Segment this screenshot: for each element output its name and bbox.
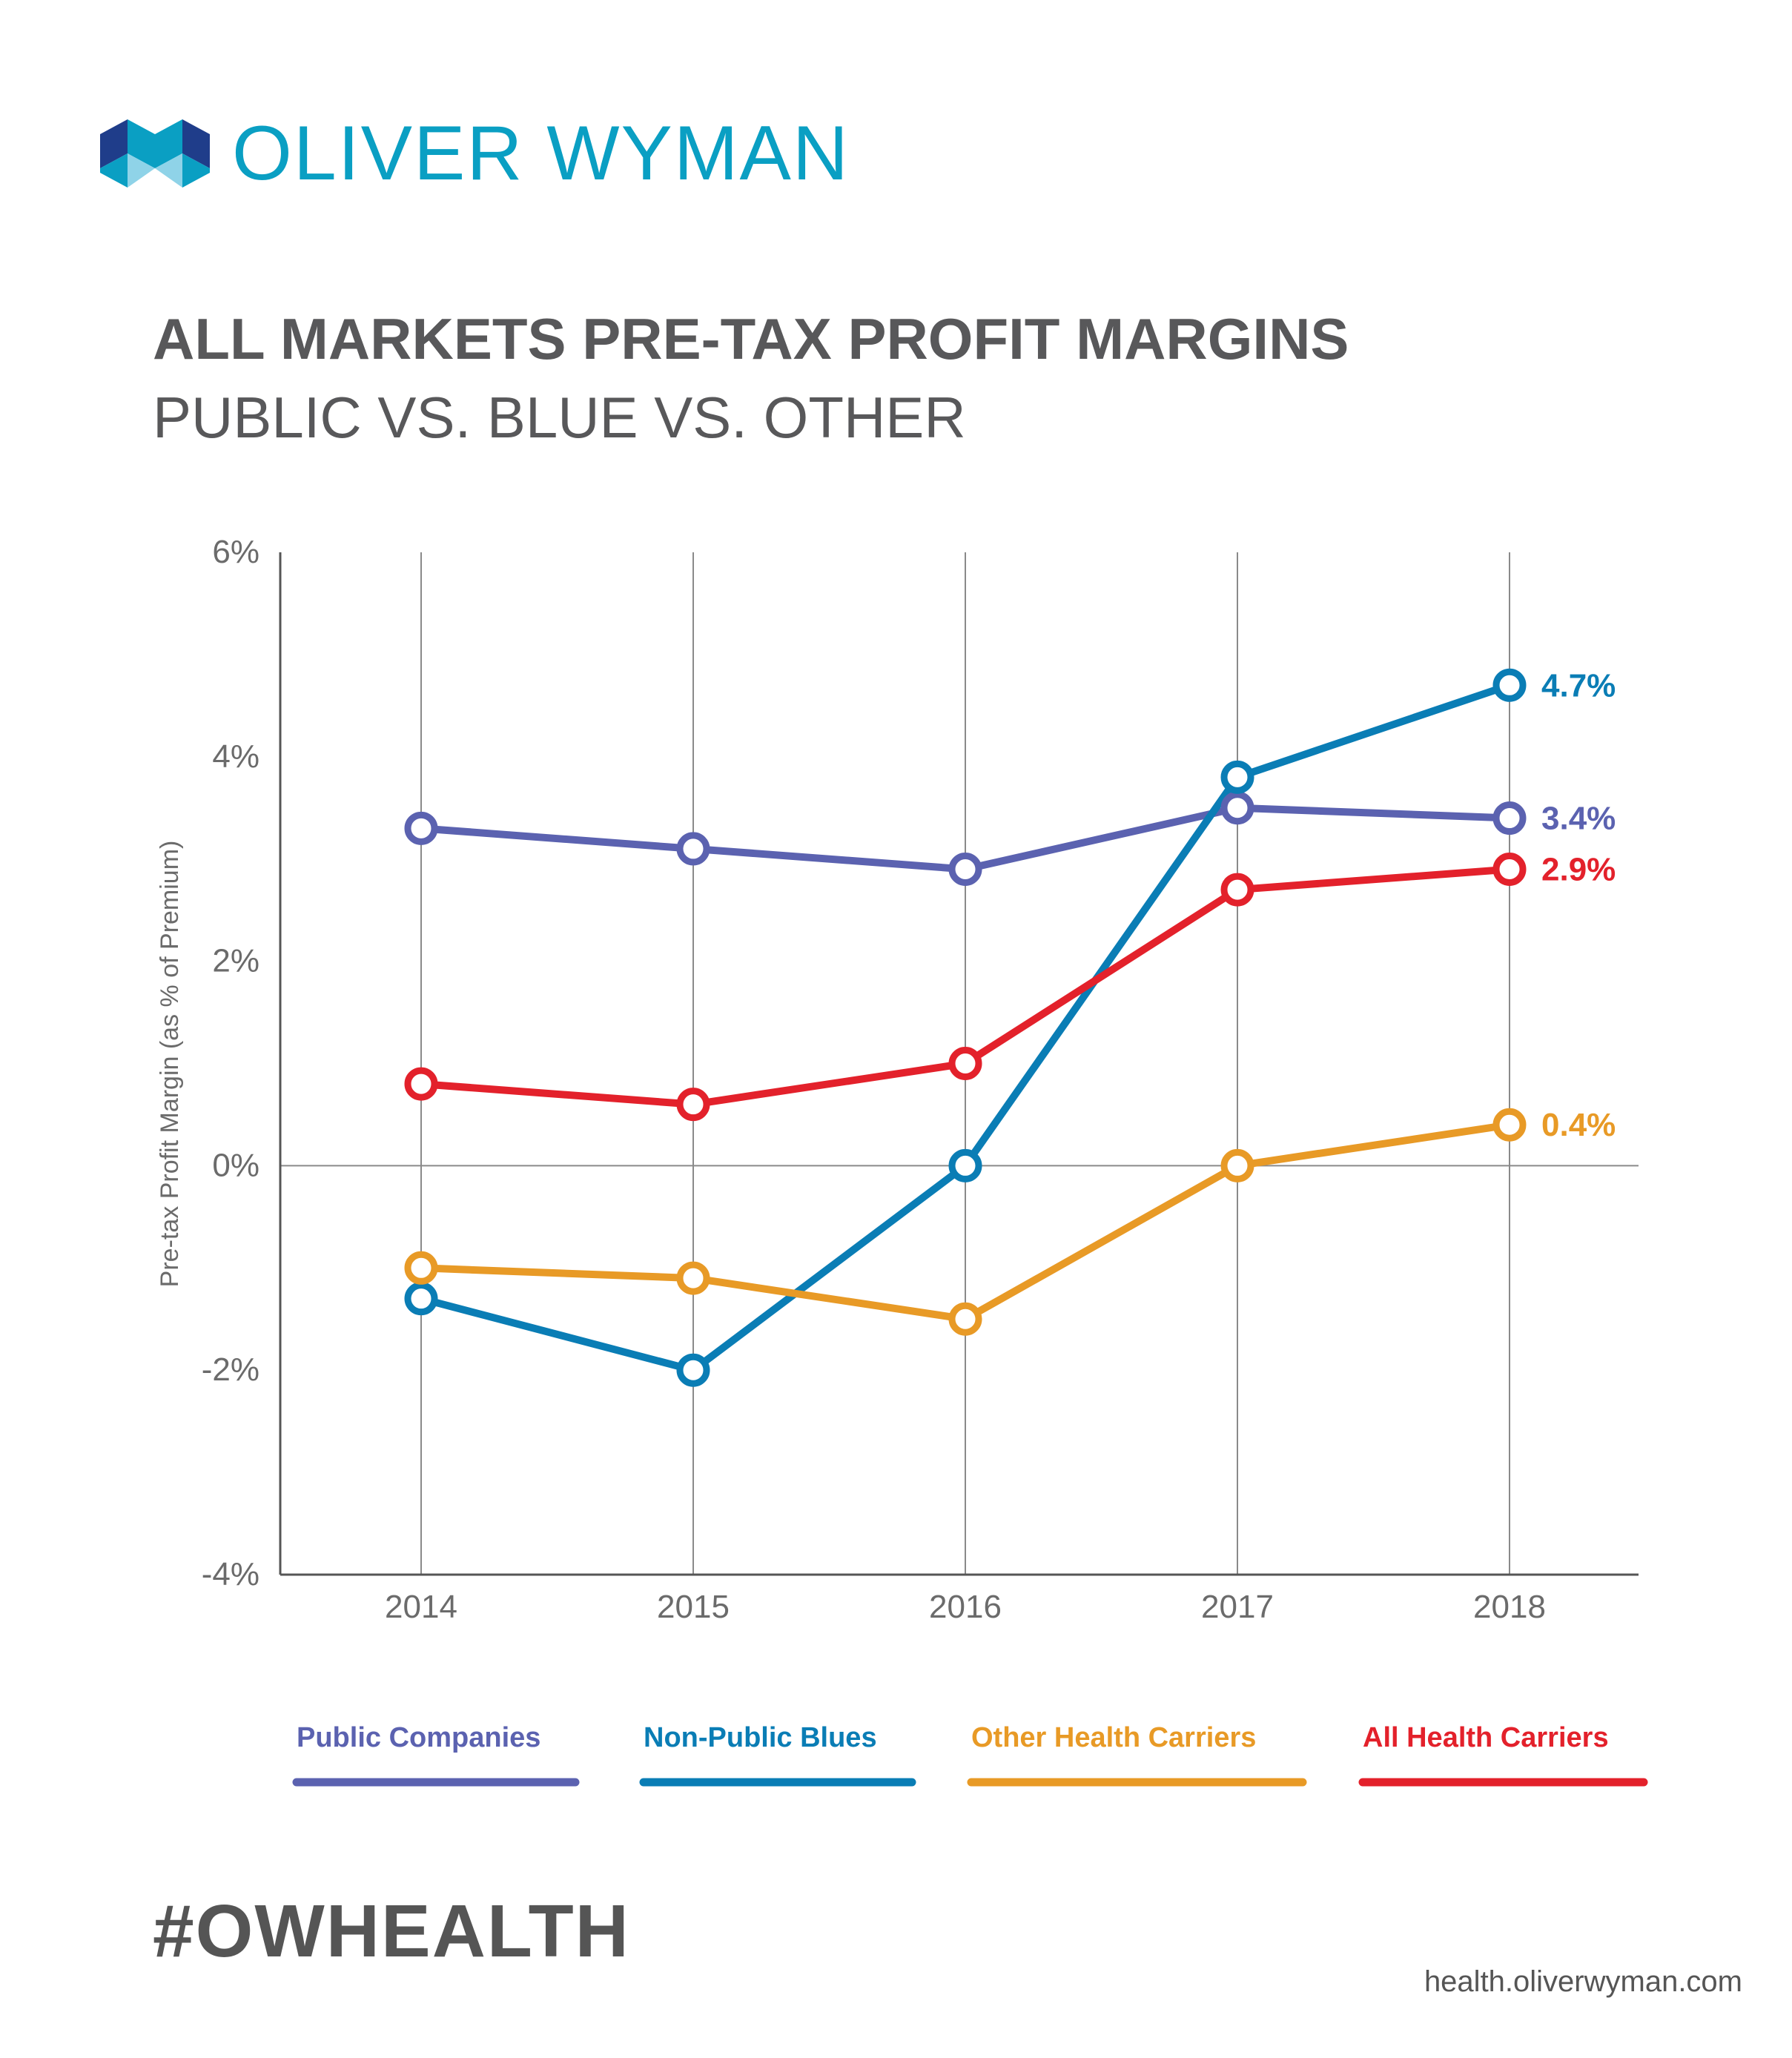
end-value-label: 3.4% <box>1541 801 1616 837</box>
data-point-0 <box>1220 791 1254 825</box>
data-point-1 <box>1492 668 1527 702</box>
data-point-1 <box>948 1148 982 1182</box>
data-point-3 <box>676 1088 710 1122</box>
legend-label: All Health Carriers <box>1363 1722 1609 1753</box>
data-point-3 <box>1492 852 1527 886</box>
x-tick-label: 2016 <box>929 1589 1002 1625</box>
end-value-label: 2.9% <box>1541 851 1616 887</box>
y-tick-label: 2% <box>212 943 259 979</box>
footer-url: health.oliverwyman.com <box>1424 1965 1742 1998</box>
legend-label: Public Companies <box>297 1722 540 1753</box>
data-point-1 <box>404 1282 438 1316</box>
legend-label: Other Health Carriers <box>971 1722 1256 1753</box>
data-point-0 <box>404 811 438 845</box>
y-axis-label: Pre-tax Profit Margin (as % of Premium) <box>156 841 184 1288</box>
y-tick-label: -2% <box>202 1351 259 1388</box>
data-point-1 <box>1220 760 1254 794</box>
hashtag: #OWHEALTH <box>153 1890 630 1973</box>
chart-title: ALL MARKETS PRE-TAX PROFIT MARGINS <box>153 306 1349 371</box>
legend-label: Non-Public Blues <box>644 1722 877 1753</box>
data-point-0 <box>1492 801 1527 836</box>
data-point-2 <box>404 1251 438 1285</box>
end-value-label: 0.4% <box>1541 1107 1616 1143</box>
data-point-3 <box>1220 873 1254 907</box>
y-tick-label: 0% <box>212 1147 259 1183</box>
end-value-label: 4.7% <box>1541 667 1616 704</box>
x-tick-label: 2014 <box>385 1589 457 1625</box>
data-point-2 <box>1220 1148 1254 1182</box>
brand-logo: OLIVER WYMAN <box>100 115 850 192</box>
data-point-3 <box>948 1047 982 1080</box>
data-point-0 <box>676 832 710 866</box>
brand-name: OLIVER WYMAN <box>232 110 850 196</box>
data-point-2 <box>1492 1108 1527 1142</box>
data-point-2 <box>948 1302 982 1336</box>
y-tick-label: 6% <box>212 534 259 570</box>
oliver-wyman-logo-icon <box>100 119 210 188</box>
chart-subtitle: PUBLIC VS. BLUE VS. OTHER <box>153 385 966 450</box>
data-point-0 <box>948 852 982 886</box>
x-tick-label: 2018 <box>1473 1589 1546 1625</box>
x-tick-label: 2017 <box>1201 1589 1274 1625</box>
y-tick-label: 4% <box>212 738 259 775</box>
data-point-2 <box>676 1261 710 1295</box>
data-point-3 <box>404 1067 438 1101</box>
y-tick-label: -4% <box>202 1556 259 1592</box>
data-point-1 <box>676 1353 710 1387</box>
x-tick-label: 2015 <box>657 1589 730 1625</box>
